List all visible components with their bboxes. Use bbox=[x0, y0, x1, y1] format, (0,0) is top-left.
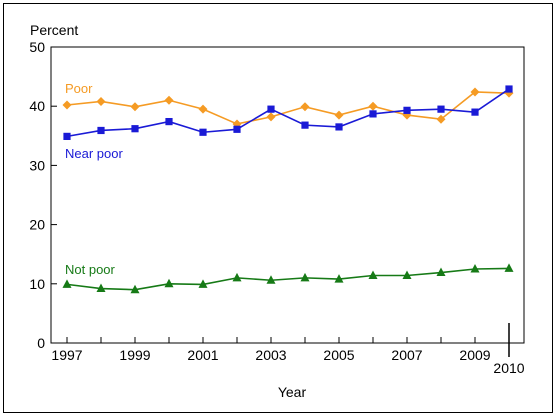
point-near-poor-1999 bbox=[131, 125, 139, 133]
point-poor-2004 bbox=[300, 102, 310, 112]
series-layer bbox=[62, 85, 514, 294]
y-tick-label-10: 10 bbox=[29, 276, 45, 292]
point-poor-2002 bbox=[232, 119, 242, 129]
x-tick-label-2007: 2007 bbox=[391, 347, 422, 363]
point-not-poor-1999 bbox=[130, 284, 140, 294]
point-poor-2008 bbox=[436, 114, 446, 124]
y-tick-label-0: 0 bbox=[37, 335, 45, 351]
point-not-poor-2003 bbox=[266, 275, 276, 284]
point-poor-2001 bbox=[198, 104, 208, 114]
x-tick-label-2005: 2005 bbox=[323, 347, 354, 363]
point-not-poor-2007 bbox=[402, 270, 412, 280]
series-line-not-poor bbox=[66, 267, 510, 291]
x-tick-label-2003: 2003 bbox=[255, 347, 286, 363]
series-label-not-poor: Not poor bbox=[65, 262, 116, 277]
series-poor bbox=[62, 87, 514, 129]
axes: 0 10 20 30 40 50 1997 1999 2001 2003 2005 2007 20092… bbox=[29, 39, 524, 376]
x-axis-title: Year bbox=[278, 384, 307, 400]
point-not-poor-2006 bbox=[368, 270, 378, 280]
point-near-poor-2007 bbox=[403, 106, 411, 114]
point-not-poor-2008 bbox=[436, 267, 446, 277]
point-near-poor-1997 bbox=[63, 132, 71, 140]
y-tick-label-50: 50 bbox=[29, 39, 45, 55]
chart-frame bbox=[3, 3, 553, 413]
point-not-poor-2009 bbox=[470, 264, 480, 273]
point-poor-2003 bbox=[266, 112, 276, 122]
series-label-near-poor: Near poor bbox=[65, 146, 123, 161]
y-tick-label-30: 30 bbox=[29, 157, 45, 173]
point-poor-2006 bbox=[368, 101, 378, 111]
y-tick-label-40: 40 bbox=[29, 98, 45, 114]
point-not-poor-2002 bbox=[232, 272, 242, 282]
series-not-poor bbox=[62, 263, 514, 294]
y-tick-label-20: 20 bbox=[29, 217, 45, 233]
point-near-poor-2008 bbox=[437, 105, 445, 113]
x-tick-label-2001: 2001 bbox=[187, 347, 218, 363]
point-near-poor-2001 bbox=[199, 128, 207, 136]
point-near-poor-2004 bbox=[301, 121, 309, 129]
point-not-poor-2005 bbox=[334, 274, 344, 283]
point-near-poor-2005 bbox=[335, 123, 343, 131]
series-label-poor: Poor bbox=[65, 81, 93, 96]
point-not-poor-1998 bbox=[96, 283, 106, 293]
point-not-poor-1997 bbox=[62, 279, 72, 288]
x-tick-label-1997: 1997 bbox=[51, 347, 82, 363]
point-near-poor-2000 bbox=[165, 117, 173, 126]
series-near-poor bbox=[63, 85, 513, 140]
y-axis-title: Percent bbox=[30, 22, 78, 38]
point-poor-1997 bbox=[62, 100, 72, 110]
point-poor-2000 bbox=[164, 95, 174, 105]
point-poor-2005 bbox=[334, 110, 344, 120]
series-line-near-poor bbox=[66, 88, 510, 138]
series-labels: Poor Near poor Not poor bbox=[65, 81, 123, 277]
point-near-poor-1998 bbox=[97, 126, 105, 135]
point-poor-2009 bbox=[470, 87, 480, 97]
point-not-poor-2001 bbox=[198, 279, 208, 288]
point-near-poor-2009 bbox=[471, 108, 479, 116]
x-tick-label-2010: 2010 bbox=[493, 360, 524, 376]
point-not-poor-2000 bbox=[164, 278, 174, 288]
point-poor-1998 bbox=[96, 96, 106, 106]
x-tick-label-1999: 1999 bbox=[119, 347, 150, 363]
series-line-poor bbox=[66, 91, 510, 125]
point-near-poor-2002 bbox=[233, 125, 241, 133]
point-near-poor-2003 bbox=[267, 105, 275, 113]
point-not-poor-2004 bbox=[300, 272, 310, 282]
x-tick-label-2009: 2009 bbox=[459, 347, 490, 363]
plot-area-border bbox=[50, 46, 525, 344]
point-near-poor-2006 bbox=[369, 110, 377, 118]
point-near-poor-2010 bbox=[505, 85, 513, 93]
point-not-poor-2010 bbox=[504, 263, 514, 272]
point-poor-1999 bbox=[130, 102, 140, 112]
